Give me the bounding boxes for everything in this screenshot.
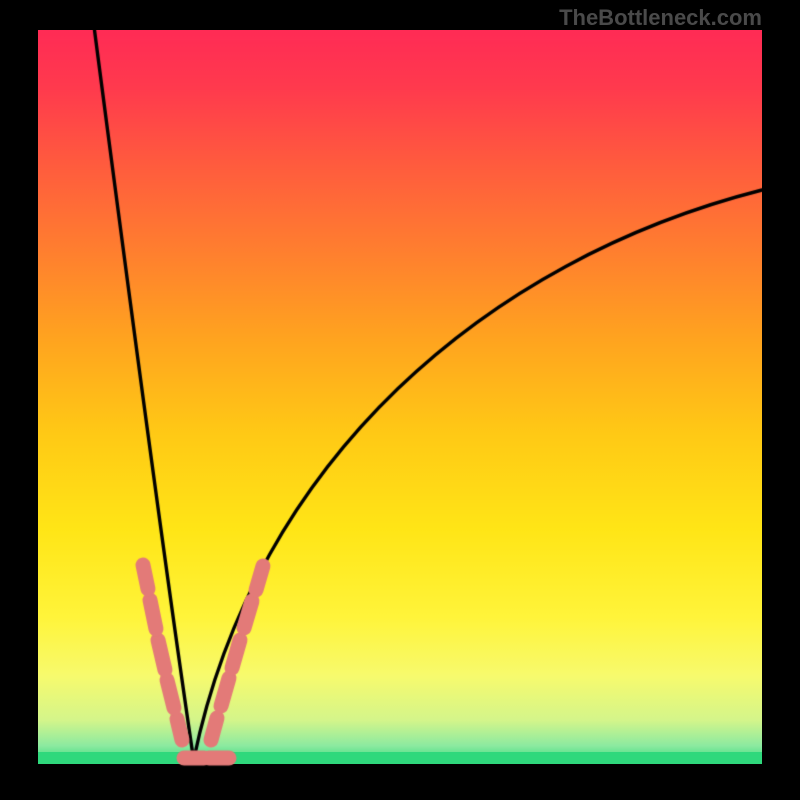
watermark-text: TheBottleneck.com: [559, 5, 762, 31]
curve-layer: [0, 0, 800, 800]
chart-root: TheBottleneck.com: [0, 0, 800, 800]
